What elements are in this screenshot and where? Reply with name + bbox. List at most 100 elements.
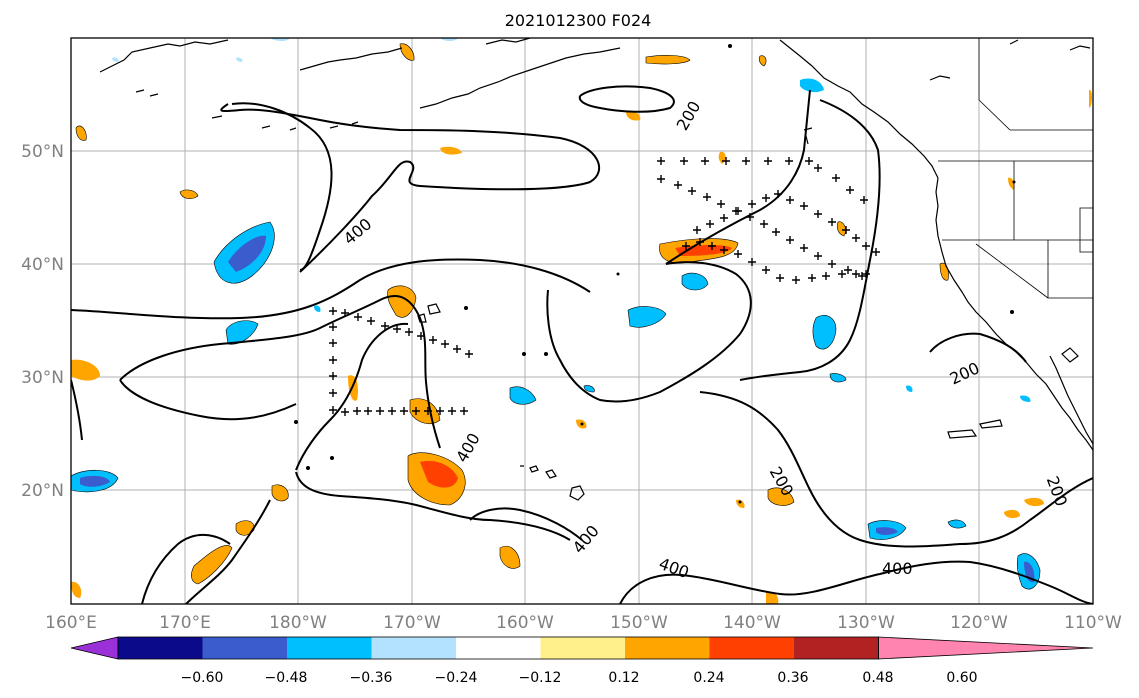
significance-plus-marker [405, 328, 413, 336]
significance-plus-marker [742, 157, 750, 165]
colorbar-tick-label: −0.24 [435, 670, 478, 686]
lon-tick-label: 150°W [610, 613, 668, 633]
significance-plus-marker [832, 174, 840, 182]
significance-plus-marker [748, 258, 756, 266]
significance-plus-marker [852, 270, 860, 278]
colorbar-tick-label: −0.60 [181, 670, 224, 686]
significance-plus-marker [393, 325, 401, 333]
significance-plus-marker [696, 238, 704, 246]
significance-plus-marker [748, 200, 756, 208]
significance-plus-marker [785, 157, 793, 165]
significance-plus-marker [429, 336, 437, 344]
small-features [294, 44, 1016, 504]
colorbar-segment [625, 637, 710, 659]
significance-plus-marker [329, 339, 337, 347]
colorbar-tick-label: −0.36 [350, 670, 393, 686]
lon-tick-label: 160°E [45, 613, 97, 633]
map-plot-area: 200 400 400 400 200 400 200 200 400 [71, 38, 1093, 604]
lat-tick-label: 50°N [21, 142, 64, 162]
colorbar-ticks: −0.60 −0.48 −0.36 −0.24 −0.12 0.12 0.24 … [181, 670, 978, 686]
significance-plus-marker [329, 356, 337, 364]
significance-plus-marker [341, 408, 349, 416]
significance-plus-marker [657, 157, 665, 165]
significance-plus-marker [764, 157, 772, 165]
longitude-axis: 160°E 170°E 180°W 170°W 160°W 150°W 140°… [45, 613, 1122, 633]
lat-tick-label: 40°N [21, 255, 64, 275]
significance-plus-marker [805, 157, 813, 165]
significance-plus-marker [436, 407, 444, 415]
significance-plus-marker [734, 250, 742, 258]
significance-plus-marker [417, 332, 425, 340]
significance-plus-marker [846, 186, 854, 194]
significance-plus-marker [708, 242, 716, 250]
significance-plus-marker [872, 248, 880, 256]
significance-plus-marker [786, 196, 794, 204]
significance-plus-marker [814, 252, 822, 260]
colorbar-segment [287, 637, 372, 659]
significance-plus-marker [354, 313, 362, 321]
significance-plus-marker [329, 389, 337, 397]
significance-plus-marker [792, 276, 800, 284]
significance-plus-marker [465, 350, 473, 358]
latitude-axis: 50°N 40°N 30°N 20°N [21, 142, 64, 501]
lon-tick-label: 160°W [496, 613, 554, 633]
colorbar-segment [371, 637, 457, 659]
contour-lines [71, 85, 1093, 604]
colorbar-tick-label: −0.48 [265, 670, 308, 686]
lon-tick-label: 130°W [837, 613, 895, 633]
coastlines [99, 38, 1093, 501]
significance-plus-marker [706, 220, 714, 228]
significance-plus-marker [381, 322, 389, 330]
significance-plus-marker [693, 226, 701, 234]
colorbar-tick-label: 0.48 [862, 670, 893, 686]
significance-plus-marker [814, 210, 822, 218]
colorbar-segment [456, 637, 541, 659]
colorbar-segment [709, 637, 795, 659]
significance-plus-marker [862, 242, 870, 250]
lon-tick-label: 120°W [950, 613, 1008, 633]
significance-plus-marker [746, 213, 754, 221]
significance-plus-marker [774, 190, 782, 198]
significance-plus-marker [329, 323, 337, 331]
significance-plus-marker [674, 181, 682, 189]
significance-plus-marker [762, 266, 770, 274]
significance-plus-marker [701, 157, 709, 165]
significance-plus-marker [800, 244, 808, 252]
lon-tick-label: 140°W [723, 613, 781, 633]
significance-plus-marker [388, 407, 396, 415]
significance-plus-marker [424, 407, 432, 415]
significance-plus-marker [717, 200, 725, 208]
significance-plus-marker [329, 372, 337, 380]
significance-plus-marker [367, 317, 375, 325]
significance-plus-marker [734, 207, 742, 215]
significance-plus-marker [720, 214, 728, 222]
significance-plus-marker [822, 272, 830, 280]
significance-plus-marker [860, 196, 868, 204]
significance-markers [329, 157, 880, 416]
significance-plus-marker [844, 266, 852, 274]
colorbar-segment [794, 637, 879, 659]
significance-plus-marker [376, 407, 384, 415]
figure-title: 2021012300 F024 [505, 11, 652, 30]
significance-plus-marker [762, 194, 770, 202]
colorbar-segment [202, 637, 288, 659]
colorbar-tick-label: −0.12 [519, 670, 562, 686]
significance-plus-marker [329, 307, 337, 315]
lat-tick-label: 30°N [21, 368, 64, 388]
significance-plus-marker [786, 236, 794, 244]
significance-plus-marker [400, 407, 408, 415]
significance-plus-marker [842, 226, 850, 234]
warm-anomaly-areas [71, 43, 1092, 604]
colorbar-tick-label: 0.24 [693, 670, 724, 686]
significance-plus-marker [341, 309, 349, 317]
significance-plus-marker [680, 157, 688, 165]
significance-plus-marker [688, 187, 696, 195]
significance-plus-marker [364, 407, 372, 415]
colorbar [70, 636, 1094, 660]
significance-plus-marker [353, 407, 361, 415]
significance-plus-marker [800, 202, 808, 210]
significance-plus-marker [772, 228, 780, 236]
significance-plus-marker [828, 218, 836, 226]
significance-plus-marker [329, 406, 337, 414]
